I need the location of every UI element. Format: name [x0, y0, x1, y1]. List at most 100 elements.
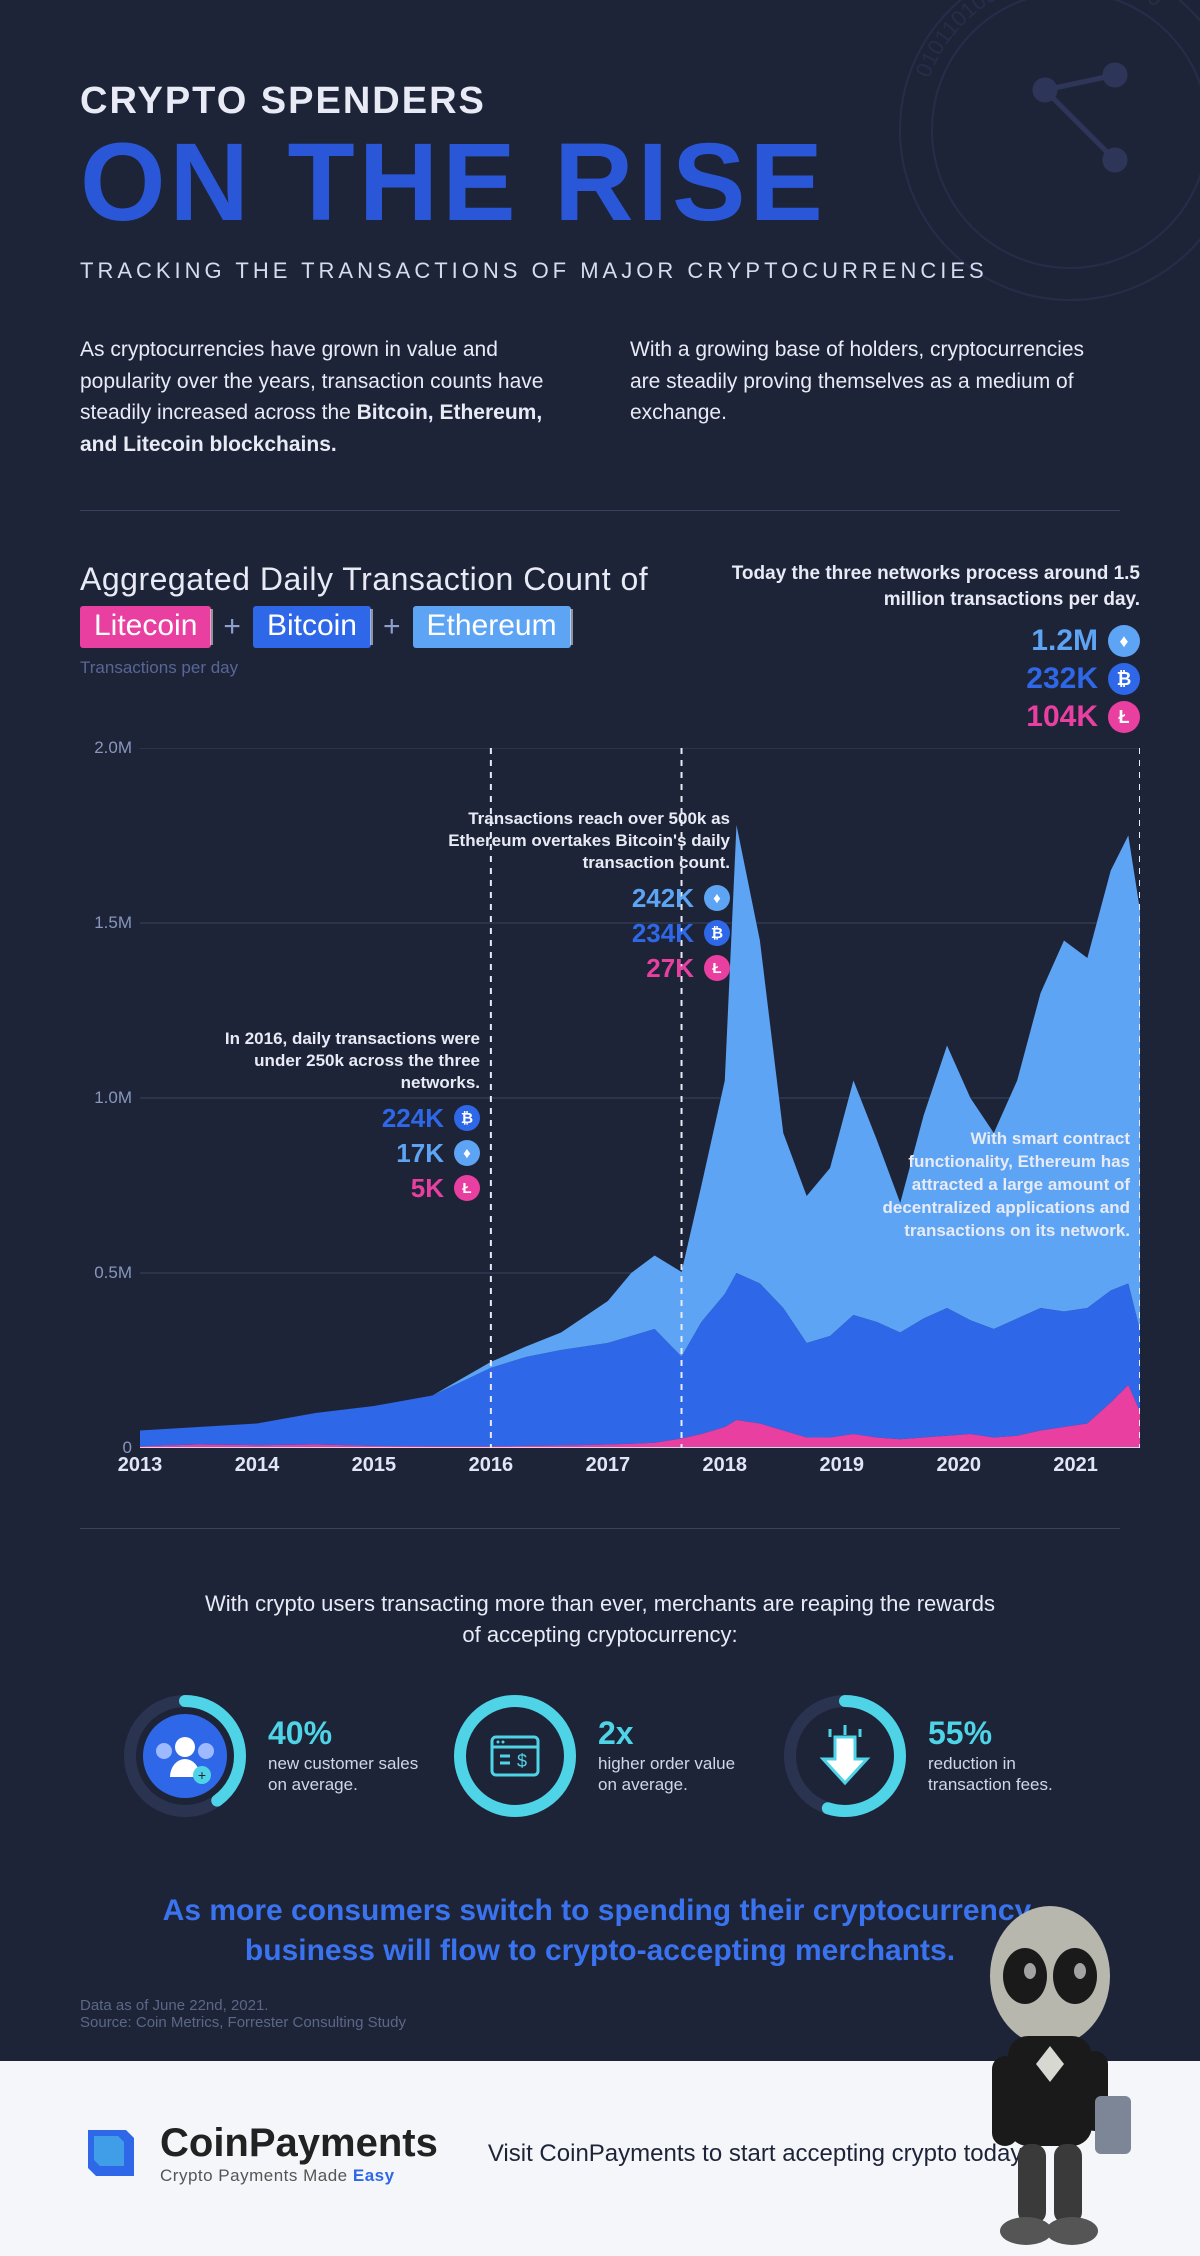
coin-icon: ₿	[454, 1105, 480, 1131]
x-tick: 2019	[820, 1454, 865, 1477]
x-axis: 201320142015201620172018201920202021	[140, 1454, 1140, 1488]
y-axis: 00.5M1.0M1.5M2.0M	[80, 748, 140, 1448]
stat-value: 242K	[632, 883, 694, 914]
x-tick: 2016	[469, 1454, 514, 1477]
merchant-sub: reduction in transaction fees.	[928, 1753, 1080, 1796]
merchant-stat: $2x higher order value on average.	[450, 1691, 750, 1821]
x-tick: 2018	[703, 1454, 748, 1477]
merchant-ring-icon: +	[120, 1691, 250, 1821]
coin-icon: ♦	[1108, 625, 1140, 657]
merchant-ring	[780, 1691, 910, 1821]
stat-line: 104K Ł	[711, 700, 1140, 734]
merchant-ring: $	[450, 1691, 580, 1821]
chart-title: Aggregated Daily Transaction Count of	[80, 561, 681, 598]
stat-value: 5K	[411, 1173, 444, 1204]
intro-text: As cryptocurrencies have grown in value …	[0, 314, 1200, 500]
y-tick: 1.0M	[94, 1088, 132, 1108]
merchant-big: 55%	[928, 1717, 1080, 1749]
tagline: As more consumers switch to spending the…	[0, 1861, 1200, 1982]
svg-text:$: $	[517, 1751, 527, 1771]
stat-line: 232K ₿	[711, 662, 1140, 696]
coin-icon: ♦	[454, 1140, 480, 1166]
merchant-ring-icon	[780, 1691, 910, 1821]
stat-line: 234K ₿	[440, 918, 730, 949]
x-tick: 2014	[235, 1454, 280, 1477]
brand-slogan: Crypto Payments Made Easy	[160, 2166, 438, 2186]
stat-line: 224K ₿	[220, 1103, 480, 1134]
y-axis-label: Transactions per day	[80, 658, 681, 678]
y-tick: 0.5M	[94, 1263, 132, 1283]
chart-section: Aggregated Daily Transaction Count of Li…	[0, 541, 1200, 1518]
separator	[80, 1528, 1120, 1529]
stat-value: 104K	[1026, 700, 1098, 734]
coin-icon: ₿	[1108, 663, 1140, 695]
brand-logo-icon	[80, 2122, 142, 2184]
today-summary: Today the three networks process around …	[711, 561, 1140, 738]
source-block: Data as of June 22nd, 2021. Source: Coin…	[0, 1982, 1200, 2061]
pill-bitcoin: Bitcoin	[253, 606, 371, 648]
annotation-mid-lead: Transactions reach over 500k as Ethereum…	[440, 808, 730, 874]
merchant-ring: +	[120, 1691, 250, 1821]
ethereum-blurb: With smart contract functionality, Ether…	[870, 1128, 1130, 1243]
stat-value: 234K	[632, 918, 694, 949]
merchants-row: +40% new customer sales on average. $2x hig…	[120, 1691, 1080, 1821]
merchant-stat: +40% new customer sales on average.	[120, 1691, 420, 1821]
brand-block: CoinPayments Crypto Payments Made Easy	[80, 2121, 438, 2186]
stat-value: 232K	[1026, 662, 1098, 696]
pre-title: CRYPTO SPENDERS	[80, 80, 1120, 123]
chart-pill-row: Litecoin + Bitcoin + Ethereum	[80, 606, 681, 648]
pill-litecoin: Litecoin	[80, 606, 211, 648]
pill-ethereum: Ethereum	[413, 606, 571, 648]
x-tick: 2015	[352, 1454, 397, 1477]
x-tick: 2013	[118, 1454, 163, 1477]
header: CRYPTO SPENDERS ON THE RISE TRACKING THE…	[0, 0, 1200, 314]
merchant-text: 40% new customer sales on average.	[268, 1717, 420, 1796]
x-tick: 2020	[936, 1454, 981, 1477]
stat-value: 17K	[396, 1138, 444, 1169]
y-tick: 1.5M	[94, 913, 132, 933]
merchant-sub: new customer sales on average.	[268, 1753, 420, 1796]
separator	[80, 510, 1120, 511]
stat-value: 224K	[382, 1103, 444, 1134]
annotation-2016-lead: In 2016, daily transactions were under 2…	[220, 1028, 480, 1094]
stat-line: 242K ♦	[440, 883, 730, 914]
source-src: Source: Coin Metrics, Forrester Consulti…	[80, 2014, 1120, 2031]
y-tick: 2.0M	[94, 738, 132, 758]
coin-icon: ♦	[704, 885, 730, 911]
merchant-big: 40%	[268, 1717, 420, 1749]
footer: CoinPayments Crypto Payments Made Easy V…	[0, 2061, 1200, 2256]
merchants-section: With crypto users transacting more than …	[0, 1559, 1200, 1861]
merchant-text: 2x higher order value on average.	[598, 1717, 750, 1796]
stat-line: 5KŁ	[220, 1173, 480, 1204]
stat-value: 1.2M	[1031, 624, 1098, 658]
infographic-root: 01011010011010110010110 CRYPTO SPENDERS …	[0, 0, 1200, 2256]
source-date: Data as of June 22nd, 2021.	[80, 1997, 1120, 2014]
merchant-ring-icon: $	[450, 1691, 580, 1821]
coin-icon: ₿	[704, 920, 730, 946]
coin-icon: Ł	[704, 955, 730, 981]
stat-line: 27K Ł	[440, 953, 730, 984]
brand-name: CoinPayments	[160, 2121, 438, 2166]
merchant-text: 55% reduction in transaction fees.	[928, 1717, 1080, 1796]
footer-cta: Visit CoinPayments to start accepting cr…	[488, 2138, 1027, 2169]
coin-icon: Ł	[1108, 701, 1140, 733]
annotation-mid: Transactions reach over 500k as Ethereum…	[440, 808, 730, 987]
merchant-big: 2x	[598, 1717, 750, 1749]
plus-icon: +	[223, 610, 241, 644]
stat-line: 17K ♦	[220, 1138, 480, 1169]
merchant-sub: higher order value on average.	[598, 1753, 750, 1796]
x-tick: 2017	[586, 1454, 631, 1477]
today-summary-lead: Today the three networks process around …	[711, 561, 1140, 612]
chart-area: 00.5M1.0M1.5M2.0M 2013201420152016201720…	[80, 748, 1140, 1488]
sub-title: TRACKING THE TRANSACTIONS OF MAJOR CRYPT…	[80, 258, 1120, 284]
merchant-stat: 55% reduction in transaction fees.	[780, 1691, 1080, 1821]
plus-icon: +	[383, 610, 401, 644]
stat-line: 1.2M ♦	[711, 624, 1140, 658]
annotation-2016: In 2016, daily transactions were under 2…	[220, 1028, 480, 1207]
stat-value: 27K	[646, 953, 694, 984]
intro-right: With a growing base of holders, cryptocu…	[630, 334, 1120, 460]
main-title: ON THE RISE	[80, 128, 1120, 238]
svg-text:+: +	[198, 1767, 206, 1783]
x-tick: 2021	[1053, 1454, 1098, 1477]
merchants-lead: With crypto users transacting more than …	[200, 1589, 1000, 1651]
